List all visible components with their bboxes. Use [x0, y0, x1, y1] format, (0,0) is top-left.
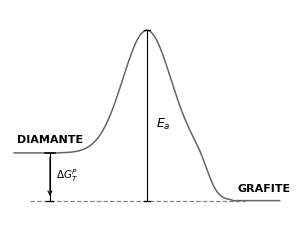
Text: GRAFITE: GRAFITE — [237, 184, 290, 194]
Text: $E_a$: $E_a$ — [156, 116, 171, 131]
Text: $\Delta G_T^P$: $\Delta G_T^P$ — [56, 168, 78, 184]
Text: DIAMANTE: DIAMANTE — [17, 135, 83, 145]
